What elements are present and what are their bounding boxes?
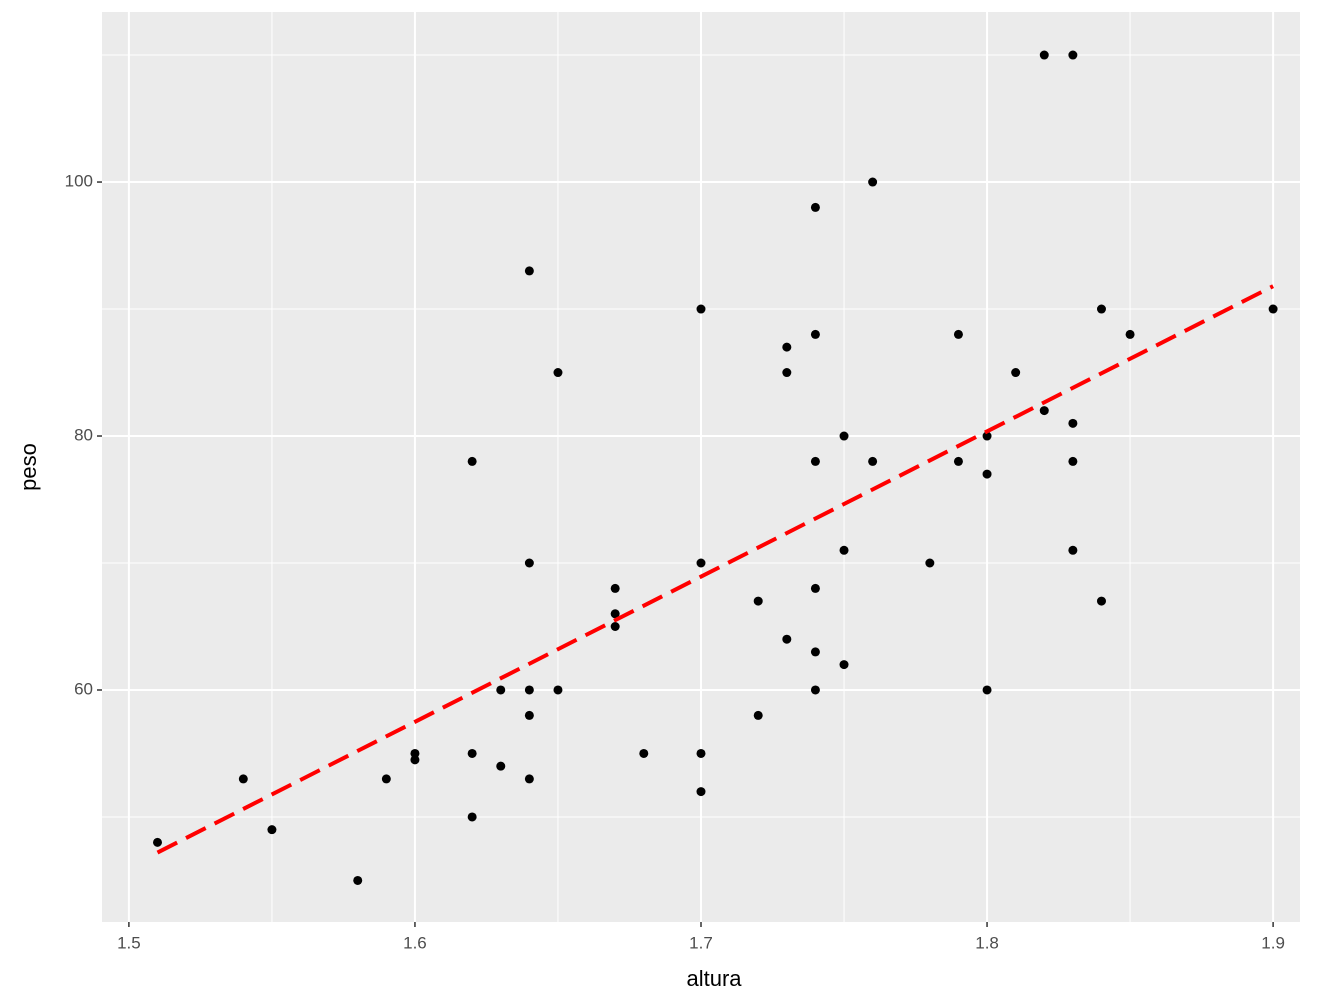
point: [238, 774, 248, 784]
point: [839, 545, 849, 555]
x-tick-label: 1.8: [975, 933, 999, 952]
point: [1039, 406, 1049, 416]
point: [810, 456, 820, 466]
x-tick-label: 1.9: [1261, 933, 1285, 952]
point: [267, 825, 277, 835]
point: [553, 368, 563, 378]
point: [524, 266, 534, 276]
point: [839, 431, 849, 441]
y-axis-title: peso: [16, 443, 41, 491]
point: [152, 837, 162, 847]
point: [381, 774, 391, 784]
x-axis-title: altura: [686, 966, 742, 991]
point: [524, 558, 534, 568]
point: [925, 558, 935, 568]
y-tick-label: 80: [74, 425, 93, 444]
point: [496, 685, 506, 695]
point: [610, 609, 620, 619]
point: [696, 787, 706, 797]
point: [810, 202, 820, 212]
x-tick-label: 1.6: [403, 933, 427, 952]
point: [1125, 329, 1135, 339]
point: [467, 812, 477, 822]
point: [953, 456, 963, 466]
point: [753, 596, 763, 606]
point: [1068, 545, 1078, 555]
point: [610, 621, 620, 631]
point: [696, 558, 706, 568]
point: [1096, 304, 1106, 314]
y-tick-label: 60: [74, 679, 93, 698]
point: [1011, 368, 1021, 378]
point: [868, 456, 878, 466]
point: [410, 755, 420, 765]
point: [1268, 304, 1278, 314]
point: [467, 748, 477, 758]
point: [696, 748, 706, 758]
point: [410, 748, 420, 758]
point: [1068, 418, 1078, 428]
point: [810, 583, 820, 593]
point: [496, 761, 506, 771]
point: [1068, 456, 1078, 466]
point: [696, 304, 706, 314]
point: [782, 342, 792, 352]
point: [982, 685, 992, 695]
point: [1039, 50, 1049, 60]
point: [353, 875, 363, 885]
point: [868, 177, 878, 187]
point: [782, 368, 792, 378]
point: [982, 431, 992, 441]
x-tick-label: 1.5: [117, 933, 141, 952]
point: [553, 685, 563, 695]
trend-line: [156, 284, 1275, 855]
point: [524, 710, 534, 720]
point: [839, 660, 849, 670]
point: [610, 583, 620, 593]
point: [810, 647, 820, 657]
point: [982, 469, 992, 479]
point: [1096, 596, 1106, 606]
point: [810, 329, 820, 339]
point: [467, 456, 477, 466]
point: [753, 710, 763, 720]
x-tick-label: 1.7: [689, 933, 713, 952]
point: [1068, 50, 1078, 60]
point: [810, 685, 820, 695]
y-tick-label: 100: [65, 172, 93, 191]
point: [953, 329, 963, 339]
point: [524, 685, 534, 695]
point: [782, 634, 792, 644]
point: [639, 748, 649, 758]
point: [524, 774, 534, 784]
